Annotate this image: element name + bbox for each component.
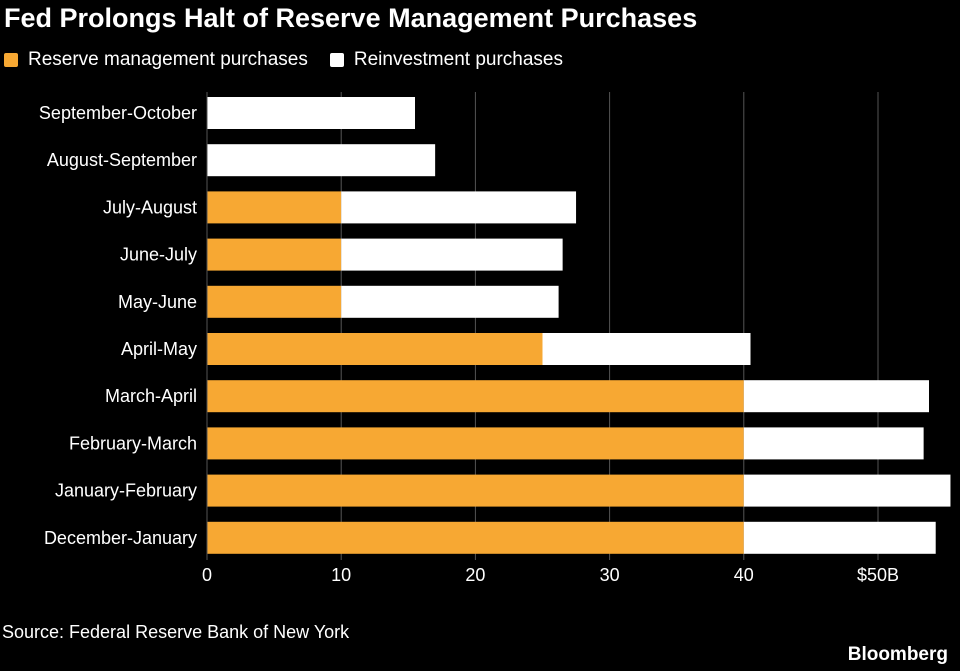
x-tick-label-1: 10 — [331, 565, 351, 585]
legend-item-reinvestment: Reinvestment purchases — [329, 47, 563, 73]
bar-reinvestment-2 — [341, 191, 577, 224]
legend-swatch-reserve — [4, 53, 18, 67]
source-note: Source: Federal Reserve Bank of New York — [2, 622, 350, 642]
bar-reinvestment-6 — [743, 380, 929, 413]
category-label-3: June-July — [120, 245, 197, 265]
bar-reserve-8 — [207, 474, 744, 507]
x-tick-label-2: 20 — [465, 565, 485, 585]
category-label-8: January-February — [55, 481, 197, 501]
category-label-4: May-June — [118, 292, 197, 312]
bar-reserve-3 — [207, 238, 342, 271]
category-label-2: July-August — [103, 197, 197, 217]
x-tick-label-4: 40 — [734, 565, 754, 585]
bar-reinvestment-9 — [743, 521, 936, 554]
chart-title: Fed Prolongs Halt of Reserve Management … — [4, 3, 698, 33]
category-label-1: August-September — [47, 150, 197, 170]
bar-reinvestment-0 — [207, 97, 416, 129]
bar-reserve-6 — [207, 380, 744, 413]
x-tick-label-3: 30 — [600, 565, 620, 585]
bar-reserve-2 — [207, 191, 342, 224]
category-label-6: March-April — [105, 386, 197, 406]
bar-reserve-5 — [207, 333, 543, 365]
bar-reserve-4 — [207, 285, 342, 318]
bar-reserve-9 — [207, 521, 744, 554]
bar-reinvestment-8 — [743, 474, 951, 507]
x-tick-label-5: $50B — [857, 565, 899, 585]
legend-label-reinvestment: Reinvestment purchases — [353, 49, 563, 70]
bar-reinvestment-1 — [207, 144, 436, 177]
chart-legend: Reserve management purchases Reinvestmen… — [4, 47, 585, 73]
legend-item-reserve: Reserve management purchases — [4, 47, 308, 73]
bar-reinvestment-3 — [341, 238, 563, 271]
category-label-9: December-January — [44, 528, 197, 548]
bar-reinvestment-5 — [542, 333, 751, 365]
legend-swatch-reinvestment — [329, 53, 344, 67]
bar-reinvestment-4 — [341, 285, 559, 318]
x-tick-label-0: 0 — [202, 565, 212, 585]
bar-reinvestment-7 — [743, 427, 924, 460]
legend-label-reserve: Reserve management purchases — [28, 49, 308, 70]
bar-reserve-7 — [207, 427, 744, 460]
category-label-5: April-May — [121, 339, 197, 359]
brand-logo: Bloomberg — [847, 644, 948, 665]
category-label-7: February-March — [69, 433, 197, 453]
category-label-0: September-October — [39, 103, 197, 123]
